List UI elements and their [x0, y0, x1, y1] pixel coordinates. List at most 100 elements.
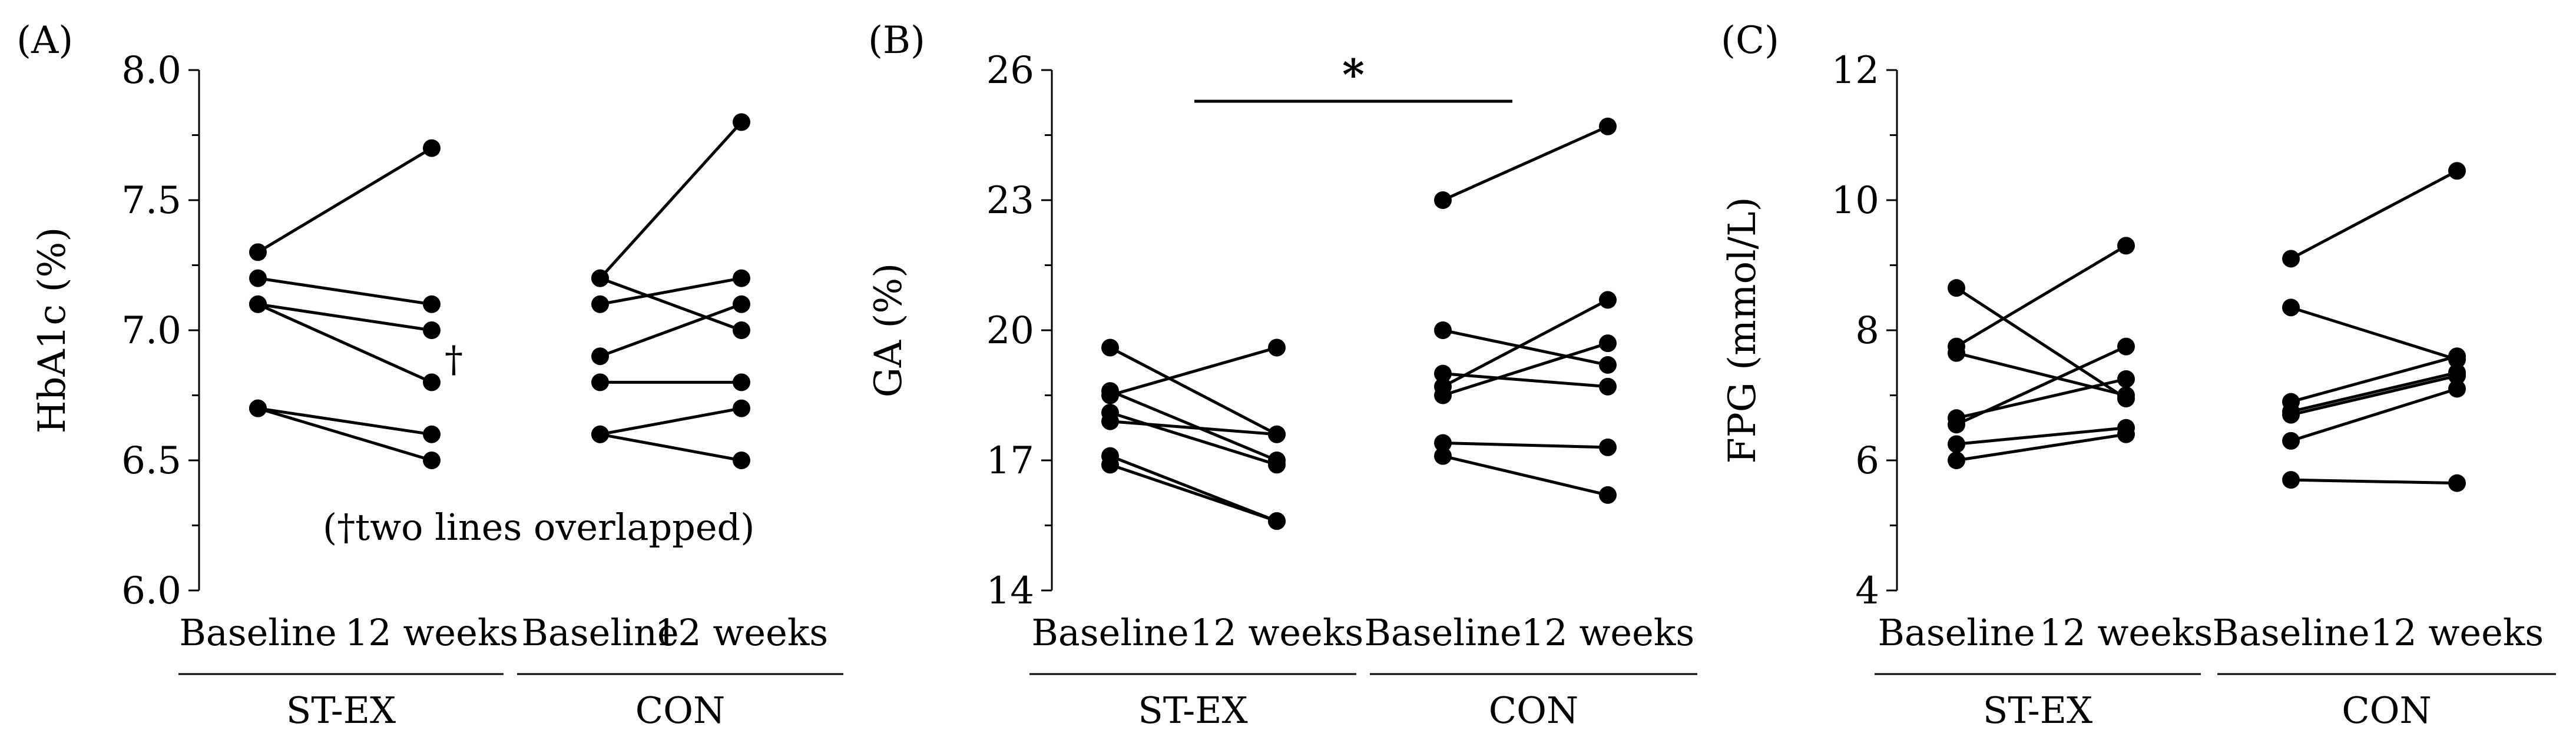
data-point — [733, 295, 750, 313]
y-axis-label: HbA1c (%) — [31, 227, 74, 434]
series-line — [2290, 478, 2458, 485]
x-category-label: 12 weeks — [655, 611, 828, 654]
x-category-label: Baseline — [1878, 611, 2035, 654]
data-point — [1101, 456, 1119, 474]
x-category-label: Baseline — [521, 611, 678, 654]
x-category-label: 12 weeks — [345, 611, 518, 654]
y-tick-label: 8 — [1855, 309, 1879, 353]
data-point — [2448, 380, 2466, 398]
data-point — [2448, 367, 2466, 385]
data-point — [1599, 486, 1617, 504]
series-line — [1110, 346, 1277, 397]
data-point — [1599, 377, 1617, 396]
data-point — [1434, 386, 1452, 404]
data-point — [423, 452, 441, 469]
data-point — [1599, 438, 1617, 456]
series-line — [1955, 287, 2127, 400]
group-label: ST-EX — [1138, 689, 1247, 732]
data-point — [1599, 334, 1617, 353]
y-tick-label: 17 — [986, 439, 1034, 483]
y-tick-label: 10 — [1832, 179, 1879, 223]
panel-letter: (C) — [1721, 19, 1779, 62]
y-tick-label: 12 — [1832, 49, 1879, 92]
y-tick-label: 6.0 — [121, 569, 181, 613]
data-point — [249, 399, 267, 417]
y-tick-label: 8.0 — [121, 49, 181, 92]
y-tick-label: 4 — [1855, 569, 1879, 613]
data-point — [2282, 471, 2300, 489]
overlap-note: (†two lines overlapped) — [323, 506, 754, 549]
y-axis-label: GA (%) — [867, 263, 910, 397]
data-point — [2117, 370, 2135, 388]
y-tick-label: 7.5 — [121, 179, 181, 223]
x-category-label: Baseline — [2212, 611, 2369, 654]
data-point — [1434, 364, 1452, 383]
series-line — [257, 407, 432, 462]
series-line — [2290, 387, 2458, 443]
series-line — [257, 147, 433, 254]
series-line — [1956, 426, 2127, 446]
data-point — [2282, 250, 2300, 268]
significance-star: * — [1342, 49, 1365, 99]
series-line — [1956, 433, 2127, 462]
y-tick-label: 23 — [986, 179, 1034, 223]
data-point — [1268, 456, 1286, 474]
data-point — [2117, 337, 2135, 356]
x-category-label: 12 weeks — [1190, 611, 1363, 654]
data-point — [2117, 425, 2135, 443]
data-point — [1101, 339, 1119, 357]
data-point — [733, 399, 750, 417]
panel-1: (A) 6.0 6.5 7.0 7.5 8.0 HbA1c (%) Baseline 12 we… — [16, 19, 843, 732]
data-point — [249, 243, 267, 261]
y-tick-label: 7.0 — [121, 309, 181, 353]
y-tick-label: 20 — [986, 309, 1034, 353]
series-line — [1110, 420, 1277, 436]
data-point — [423, 139, 441, 157]
group-label: CON — [1489, 689, 1579, 732]
x-category-label: Baseline — [1031, 611, 1188, 654]
y-tick-label: 6.5 — [121, 439, 181, 483]
data-point — [1948, 435, 1965, 453]
y-axis-label: FPG (mmol/L) — [1721, 197, 1764, 463]
data-point — [2448, 162, 2466, 180]
data-point — [1599, 356, 1617, 374]
series-line — [600, 433, 742, 462]
series-line — [257, 303, 432, 332]
series-line — [1442, 454, 1608, 497]
data-point — [2282, 298, 2300, 317]
series-line — [1109, 346, 1278, 436]
data-point — [2448, 347, 2466, 366]
data-point — [423, 321, 441, 339]
group-label: CON — [2342, 689, 2432, 732]
data-point — [2282, 406, 2300, 424]
y-tick-label: 14 — [986, 569, 1034, 613]
series-line — [1110, 463, 1277, 523]
x-category-label: 12 weeks — [2039, 611, 2213, 654]
series-line — [1442, 372, 1608, 389]
panel-letter: (A) — [16, 19, 73, 62]
series-line — [1956, 351, 2127, 397]
data-point — [1948, 452, 1965, 469]
series-line — [2290, 354, 2458, 403]
data-point — [249, 269, 267, 287]
data-point — [2448, 474, 2466, 492]
data-point — [1101, 386, 1119, 404]
data-point — [1948, 344, 1965, 362]
series-line — [2290, 371, 2458, 413]
series-line — [1442, 442, 1608, 449]
data-point — [591, 347, 609, 366]
group-label: ST-EX — [1983, 689, 2092, 732]
series-line — [1442, 298, 1609, 388]
series-line — [599, 121, 743, 280]
data-point — [591, 295, 609, 313]
data-point — [733, 113, 750, 131]
series-line — [600, 303, 742, 358]
series-line — [2290, 374, 2458, 417]
data-point — [591, 425, 609, 443]
data-point — [733, 269, 750, 287]
data-point — [249, 295, 267, 313]
data-point — [2117, 386, 2135, 404]
data-point — [1434, 321, 1452, 339]
